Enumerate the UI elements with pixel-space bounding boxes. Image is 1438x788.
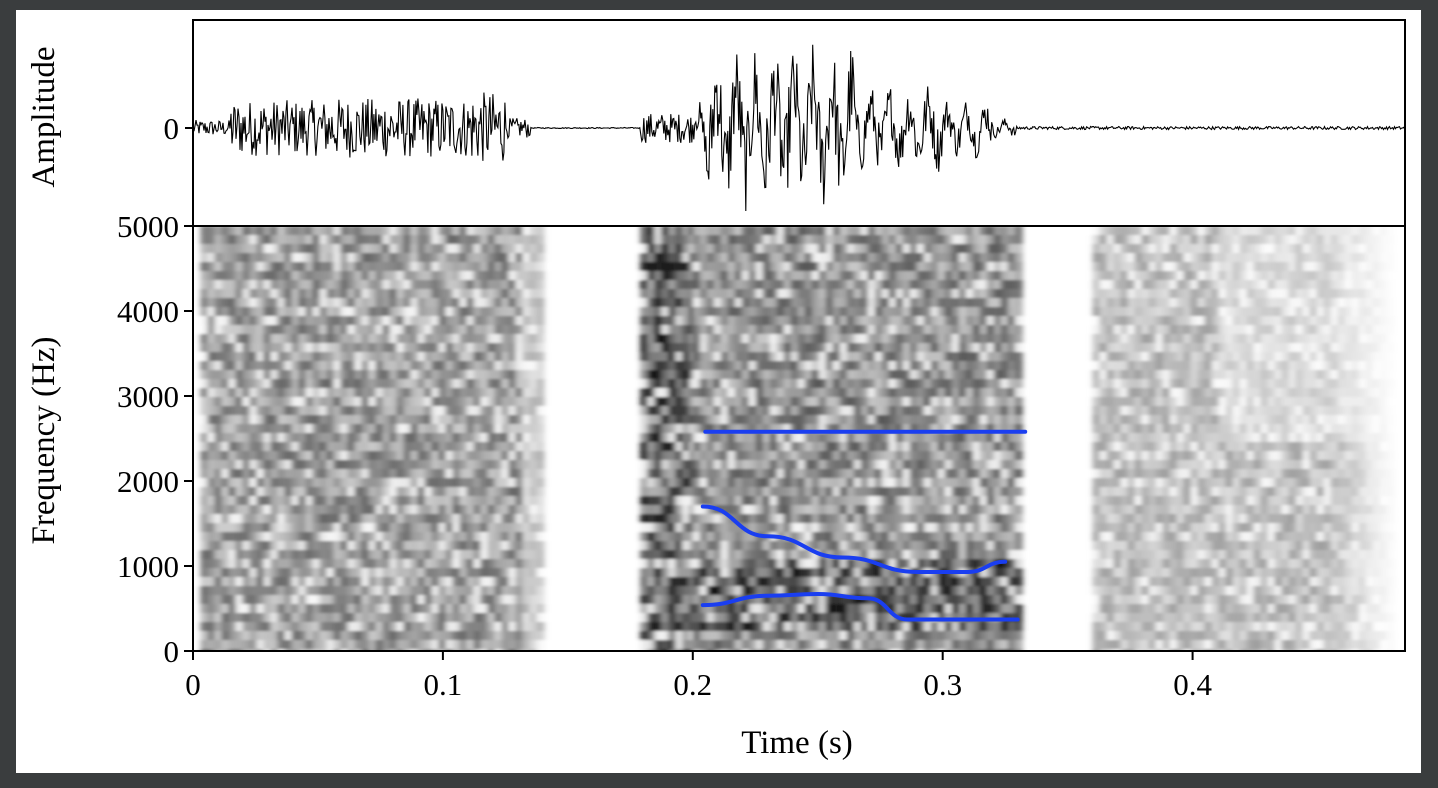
formant-track-f2 xyxy=(700,504,1008,574)
spectrogram-frame xyxy=(192,225,1406,652)
x-tick-label-2: 0.2 xyxy=(673,667,712,702)
x-tick-label-1: 0.1 xyxy=(424,667,463,702)
formant-tracks xyxy=(700,429,1028,622)
x-tick-label-0: 0 xyxy=(185,667,201,702)
axes xyxy=(184,19,1406,660)
waveform-frame xyxy=(192,19,1406,227)
y-tick-label-2: 2000 xyxy=(117,464,179,499)
y-tick-label-1: 1000 xyxy=(117,549,179,584)
y-tick-label-0: 0 xyxy=(164,634,180,669)
x-tick-label-3: 0.3 xyxy=(923,667,962,702)
x-axis-title: Time (s) xyxy=(741,725,853,761)
spectrogram-figure: 0 0 1000 2000 3000 4000 5000 0 0.1 0.2 0.3 0.4 Time … xyxy=(16,10,1421,773)
y-tick-label-4: 4000 xyxy=(117,294,179,329)
waveform-y-tick-label-0: 0 xyxy=(164,111,180,146)
y-tick-label-3: 3000 xyxy=(117,379,179,414)
waveform-panel xyxy=(193,44,1405,212)
waveform-y-axis-title: Amplitude xyxy=(26,46,62,187)
formant-track-f1 xyxy=(700,591,1020,622)
waveform-trace xyxy=(193,44,1405,212)
x-tick-label-4: 0.4 xyxy=(1173,667,1212,702)
y-axis-title: Frequency (Hz) xyxy=(26,337,62,545)
y-tick-label-5: 5000 xyxy=(117,209,179,244)
